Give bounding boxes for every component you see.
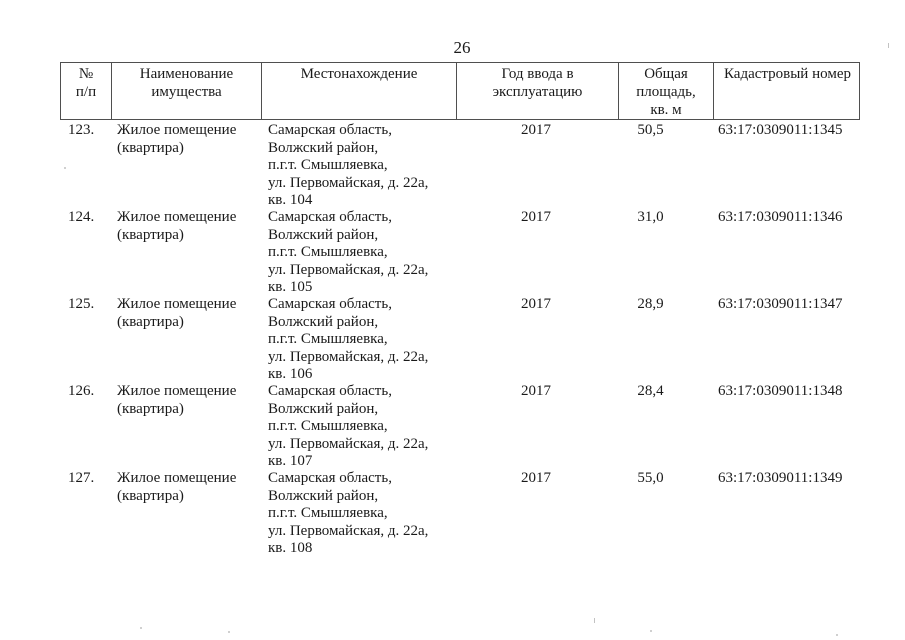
scan-speck [228,631,230,633]
table-row: 123. Жилое помещение (квартира) Самарска… [60,120,860,208]
cell-location: Самарская область, Волжский район, п.г.т… [268,296,429,382]
header-cadastral-number: Кадастровый номер [713,63,861,119]
scan-speck [140,627,142,629]
cell-commission-year: 2017 [521,296,551,312]
scan-speck [594,618,595,623]
cell-cadastral-number: 63:17:0309011:1348 [718,383,843,399]
table-body: 123. Жилое помещение (квартира) Самарска… [60,120,860,556]
cell-cadastral-number: 63:17:0309011:1346 [718,209,843,225]
table-row: 127. Жилое помещение (квартира) Самарска… [60,468,860,556]
cell-location: Самарская область, Волжский район, п.г.т… [268,383,429,469]
cell-property-name: Жилое помещение (квартира) [117,122,237,156]
table-header-row: № п/п Наименование имущества Местонахожд… [60,62,860,120]
cell-property-name: Жилое помещение (квартира) [117,470,237,504]
cell-row-number: 123. [68,122,95,138]
cell-cadastral-number: 63:17:0309011:1345 [718,122,843,138]
cell-commission-year: 2017 [521,209,551,225]
cell-row-number: 126. [68,383,95,399]
page-number: 26 [453,38,471,57]
cell-property-name: Жилое помещение (квартира) [117,209,237,243]
header-location: Местонахождение [261,63,456,119]
cell-location: Самарская область, Волжский район, п.г.т… [268,470,429,556]
cell-row-number: 125. [68,296,95,312]
cell-total-area: 28,9 [637,296,664,312]
cell-cadastral-number: 63:17:0309011:1349 [718,470,843,486]
table-row: 126. Жилое помещение (квартира) Самарска… [60,381,860,469]
table-row: 124. Жилое помещение (квартира) Самарска… [60,207,860,295]
cell-cadastral-number: 63:17:0309011:1347 [718,296,843,312]
cell-total-area: 55,0 [637,470,664,486]
cell-total-area: 50,5 [637,122,664,138]
header-total-area: Общая площадь, кв. м [618,63,713,119]
cell-total-area: 28,4 [637,383,664,399]
header-property-name: Наименование имущества [111,63,261,119]
cell-property-name: Жилое помещение (квартира) [117,296,237,330]
scan-speck [836,634,838,636]
header-commission-year: Год ввода в эксплуатацию [456,63,618,119]
header-no: № п/п [75,66,97,100]
cell-total-area: 31,0 [637,209,664,225]
cell-commission-year: 2017 [521,470,551,486]
cell-row-number: 127. [68,470,95,486]
cell-commission-year: 2017 [521,383,551,399]
scan-speck [650,630,652,632]
property-register-table: № п/п Наименование имущества Местонахожд… [60,62,860,556]
scan-speck [64,167,66,169]
cell-location: Самарская область, Волжский район, п.г.т… [268,122,429,208]
table-row: 125. Жилое помещение (квартира) Самарска… [60,294,860,382]
cell-row-number: 124. [68,209,95,225]
scan-speck [888,43,889,48]
cell-commission-year: 2017 [521,122,551,138]
cell-location: Самарская область, Волжский район, п.г.т… [268,209,429,295]
cell-property-name: Жилое помещение (квартира) [117,383,237,417]
